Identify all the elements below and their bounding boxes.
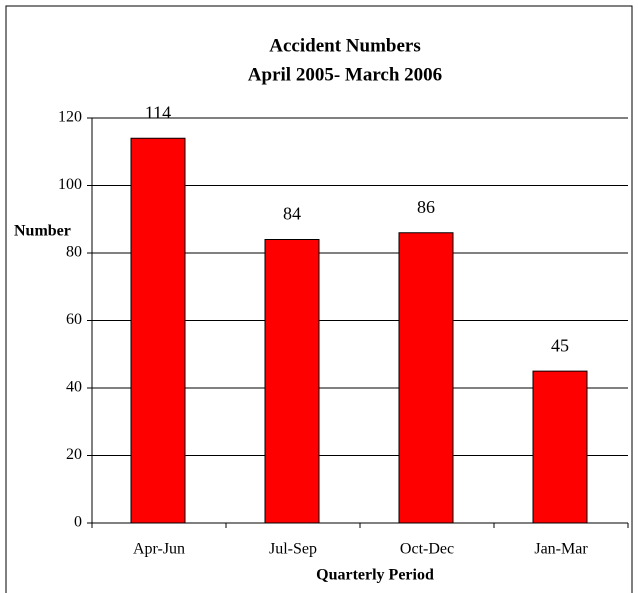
data-label: 84 [283, 204, 301, 224]
y-tick-label: 60 [66, 311, 82, 328]
y-tick-label: 20 [66, 446, 82, 463]
y-tick-label: 80 [66, 244, 82, 261]
frame [5, 5, 633, 593]
bar [398, 232, 454, 524]
data-label: 86 [417, 197, 435, 217]
data-label: 45 [551, 335, 569, 355]
bar [532, 370, 588, 524]
bar [130, 137, 186, 524]
y-tick-label: 100 [58, 176, 82, 193]
chart-subtitle: April 2005- March 2006 [248, 64, 442, 85]
x-axis-title: Quarterly Period [316, 567, 434, 584]
bar [264, 239, 320, 524]
y-tick-label: 0 [74, 514, 82, 531]
x-tick-label: Oct-Dec [400, 541, 454, 558]
y-tick-label: 40 [66, 379, 82, 396]
chart-title: Accident Numbers [269, 35, 420, 56]
x-tick-label: Apr-Jun [133, 541, 185, 558]
x-tick-label: Jan-Mar [534, 541, 588, 558]
x-tick-label: Jul-Sep [269, 541, 317, 558]
y-axis-title: Number [14, 223, 71, 240]
data-label: 114 [145, 102, 171, 122]
y-tick-label: 120 [58, 109, 82, 126]
